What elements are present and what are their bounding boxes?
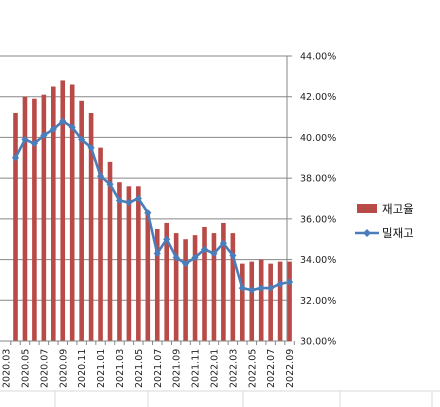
y-tick-label: 42.00% xyxy=(300,92,336,103)
line-point xyxy=(125,198,133,207)
legend-marker-line xyxy=(363,229,371,237)
legend-label-line: 밀재고 xyxy=(382,226,414,240)
x-tick-label: 2022.05 xyxy=(247,349,258,388)
line-point xyxy=(78,135,86,144)
legend-swatch-bar xyxy=(357,204,377,213)
line-point xyxy=(200,245,209,253)
x-tick-label: 2020.05 xyxy=(20,349,31,388)
x-tick-labels: 2020.03 2020.05 2020.07 2020.09 2020.11 2021.… xyxy=(2,349,296,388)
bar xyxy=(183,239,188,341)
line-point xyxy=(219,239,227,247)
bar xyxy=(268,263,273,341)
bar xyxy=(258,259,264,341)
y-tick-label: 32.00% xyxy=(300,296,336,307)
x-tick-label: 2021.09 xyxy=(172,349,183,388)
line-point xyxy=(134,194,142,203)
line-point xyxy=(68,123,76,131)
line-point xyxy=(182,260,190,268)
line-point xyxy=(285,278,294,286)
line-point xyxy=(257,284,265,292)
bar-series xyxy=(13,80,292,342)
x-tick-label: 2022.01 xyxy=(209,349,220,388)
x-tick-label: 2021.01 xyxy=(96,349,107,388)
x-tick-label: 2020.09 xyxy=(58,349,69,388)
bar xyxy=(164,222,169,341)
axes xyxy=(0,56,295,345)
x-tick-label: 2022.03 xyxy=(228,349,239,388)
bar xyxy=(221,222,226,341)
bar xyxy=(145,210,151,341)
bar xyxy=(117,182,122,341)
line-point xyxy=(115,196,124,205)
legend-label-bar: 재고율 xyxy=(382,202,414,216)
bar xyxy=(13,113,18,341)
y-tick-label: 38.00% xyxy=(300,174,336,185)
bar xyxy=(211,233,217,341)
legend: 재고율 밀재고 xyxy=(355,202,414,240)
bar xyxy=(41,94,47,342)
bar xyxy=(249,261,255,341)
line-point xyxy=(248,286,256,294)
bar xyxy=(230,233,236,341)
line-point xyxy=(144,209,152,217)
x-tick-label: 2021.07 xyxy=(153,349,164,388)
bar xyxy=(79,100,84,341)
bar xyxy=(22,96,28,342)
line-point xyxy=(21,135,29,144)
bar xyxy=(107,161,113,341)
line-point xyxy=(229,251,237,260)
line-point xyxy=(172,253,180,262)
line-point xyxy=(96,172,105,180)
line-point xyxy=(30,139,38,148)
line-point xyxy=(49,125,57,133)
line-point xyxy=(210,249,218,258)
y-tick-label: 40.00% xyxy=(300,133,336,144)
bar xyxy=(51,86,56,341)
line-point xyxy=(153,249,161,258)
line-point xyxy=(191,253,199,262)
x-tick-label: 2022.07 xyxy=(266,349,277,388)
x-tick-label: 2022.09 xyxy=(285,349,296,388)
y-tick-label: 36.00% xyxy=(300,214,336,225)
line-point xyxy=(267,284,275,292)
bar xyxy=(154,229,160,341)
bar xyxy=(136,186,141,341)
line-point xyxy=(11,154,20,162)
line-point xyxy=(40,131,48,139)
x-tick-label: 2020.03 xyxy=(2,349,13,388)
line-point xyxy=(238,284,246,292)
y-tick-label: 34.00% xyxy=(300,255,336,266)
bar xyxy=(287,261,292,341)
bar xyxy=(192,235,198,341)
line-series xyxy=(11,117,294,294)
bar xyxy=(98,147,103,341)
bar xyxy=(88,113,94,341)
bar xyxy=(69,84,75,341)
x-tick-label: 2020.07 xyxy=(39,349,50,388)
x-tick-label: 2021.11 xyxy=(191,349,202,388)
bar xyxy=(202,227,207,341)
gridlines xyxy=(0,55,440,407)
bar xyxy=(173,233,179,341)
bar xyxy=(277,261,283,341)
y-tick-labels: 30.00% 32.00% 34.00% 36.00% 38.00% 40.00% 42.0… xyxy=(300,52,336,348)
line-point xyxy=(163,235,171,243)
line-point xyxy=(59,117,67,125)
bar xyxy=(240,263,245,341)
line-point xyxy=(276,280,284,288)
bar xyxy=(60,80,66,342)
line-point xyxy=(106,180,114,188)
bar xyxy=(126,186,132,341)
line-point xyxy=(87,144,95,152)
bar xyxy=(32,98,37,341)
y-tick-label: 30.00% xyxy=(300,337,336,348)
y-tick-label: 44.00% xyxy=(300,52,336,63)
x-tick-label: 2021.05 xyxy=(134,349,145,388)
x-tick-label: 2020.11 xyxy=(77,349,88,388)
x-tick-label: 2021.03 xyxy=(115,349,126,388)
